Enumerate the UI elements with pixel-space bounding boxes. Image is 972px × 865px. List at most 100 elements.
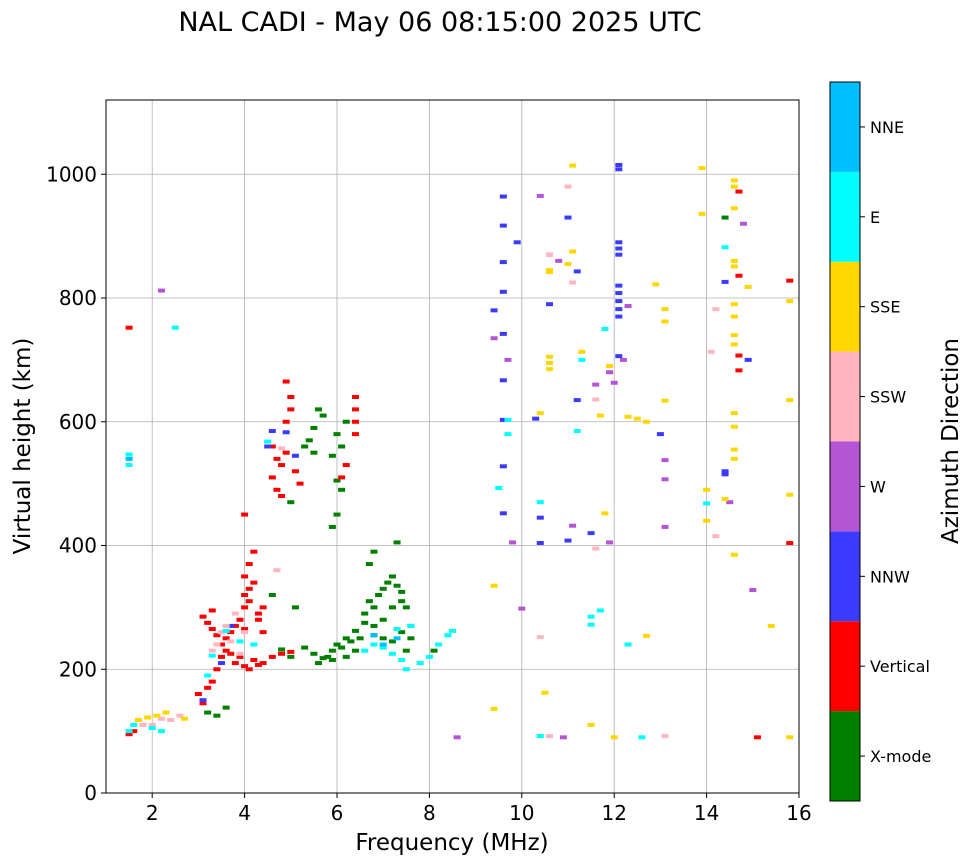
data-point-x-mode: [310, 651, 318, 656]
data-point-sse: [698, 166, 706, 171]
data-point-nnw: [564, 538, 572, 543]
data-point-e: [264, 439, 272, 444]
data-point-ssw: [592, 546, 600, 551]
data-point-sse: [730, 264, 738, 269]
data-point-sse: [162, 710, 170, 715]
data-point-vertical: [130, 729, 138, 734]
data-point-w: [555, 258, 563, 263]
data-point-e: [536, 734, 544, 739]
data-point-e: [379, 645, 387, 650]
plot-area: [106, 100, 799, 793]
data-point-sse: [643, 633, 651, 638]
data-point-vertical: [282, 419, 290, 424]
data-point-x-mode: [291, 605, 299, 610]
data-point-x-mode: [204, 710, 212, 715]
data-point-nnw: [615, 240, 623, 245]
colorbar-segment: [830, 171, 860, 262]
data-point-nnw: [282, 430, 290, 435]
data-point-vertical: [259, 630, 267, 635]
data-point-ssw: [273, 568, 281, 573]
data-point-nnw: [499, 194, 507, 199]
data-point-sse: [730, 206, 738, 211]
data-point-x-mode: [370, 549, 378, 554]
data-point-sse: [730, 552, 738, 557]
data-point-e: [148, 726, 156, 731]
data-point-vertical: [250, 549, 258, 554]
plot-frame: [105, 99, 800, 794]
data-point-e: [388, 651, 396, 656]
data-point-sse: [490, 583, 498, 588]
data-point-nnw: [721, 279, 729, 284]
data-point-nnw: [264, 444, 272, 449]
data-point-vertical: [254, 662, 262, 667]
data-point-vertical: [236, 654, 244, 659]
data-point-sse: [153, 713, 161, 718]
data-point-nnw: [199, 698, 207, 703]
x-tick-label: 10: [509, 801, 534, 825]
data-point-vertical: [241, 512, 249, 517]
data-point-sse: [490, 706, 498, 711]
data-point-nnw: [615, 307, 623, 312]
data-point-ssw: [564, 184, 572, 189]
data-point-x-mode: [398, 589, 406, 594]
data-point-sse: [578, 349, 586, 354]
data-point-x-mode: [402, 648, 410, 653]
data-point-e: [402, 667, 410, 672]
data-point-nnw: [615, 299, 623, 304]
data-point-x-mode: [388, 639, 396, 644]
data-point-sse: [610, 735, 618, 740]
data-point-vertical: [227, 630, 235, 635]
data-point-nnw: [490, 308, 498, 313]
colorbar-segment: [830, 82, 860, 172]
data-point-sse: [744, 284, 752, 289]
data-point-x-mode: [301, 645, 309, 650]
data-point-x-mode: [338, 487, 346, 492]
data-point-vertical: [287, 395, 295, 399]
data-point-e: [416, 661, 424, 666]
data-point-nnw: [499, 223, 507, 228]
data-point-e: [425, 654, 433, 659]
data-point-sse: [661, 398, 669, 403]
data-point-vertical: [241, 664, 249, 669]
data-point-e: [435, 642, 443, 647]
data-point-nnw: [615, 162, 623, 167]
data-point-vertical: [227, 651, 235, 656]
data-point-x-mode: [268, 593, 276, 597]
data-point-vertical: [735, 273, 743, 278]
data-point-sse: [661, 307, 669, 312]
data-point-x-mode: [379, 617, 387, 622]
data-point-w: [740, 221, 748, 226]
data-point-sse: [730, 314, 738, 319]
data-point-ssw: [569, 280, 577, 285]
data-point-x-mode: [398, 599, 406, 604]
data-point-sse: [730, 411, 738, 416]
data-point-x-mode: [310, 450, 318, 455]
data-point-x-mode: [333, 432, 341, 437]
data-point-vertical: [199, 701, 207, 706]
data-point-e: [587, 622, 595, 627]
data-point-nne: [370, 633, 378, 638]
data-point-e: [222, 628, 230, 633]
data-point-sse: [730, 424, 738, 429]
data-point-x-mode: [333, 478, 341, 483]
data-point-ssw: [536, 635, 544, 640]
colorbar-category-label: NNE: [870, 118, 904, 137]
data-point-ssw: [176, 713, 184, 718]
data-point-e: [398, 657, 406, 662]
data-point-vertical: [287, 407, 295, 412]
data-point-x-mode: [324, 654, 332, 659]
data-point-w: [726, 500, 734, 505]
data-point-x-mode: [328, 453, 336, 458]
data-point-w: [624, 304, 632, 309]
data-point-vertical: [213, 633, 221, 638]
data-point-vertical: [204, 620, 212, 625]
data-point-x-mode: [338, 444, 346, 449]
data-point-x-mode: [370, 623, 378, 628]
data-point-e: [370, 642, 378, 647]
data-point-w: [606, 540, 614, 545]
data-point-x-mode: [721, 215, 729, 220]
data-point-e: [250, 642, 258, 647]
data-point-ssw: [241, 630, 249, 635]
y-tick-label: 600: [59, 410, 97, 434]
data-point-e: [125, 729, 133, 734]
